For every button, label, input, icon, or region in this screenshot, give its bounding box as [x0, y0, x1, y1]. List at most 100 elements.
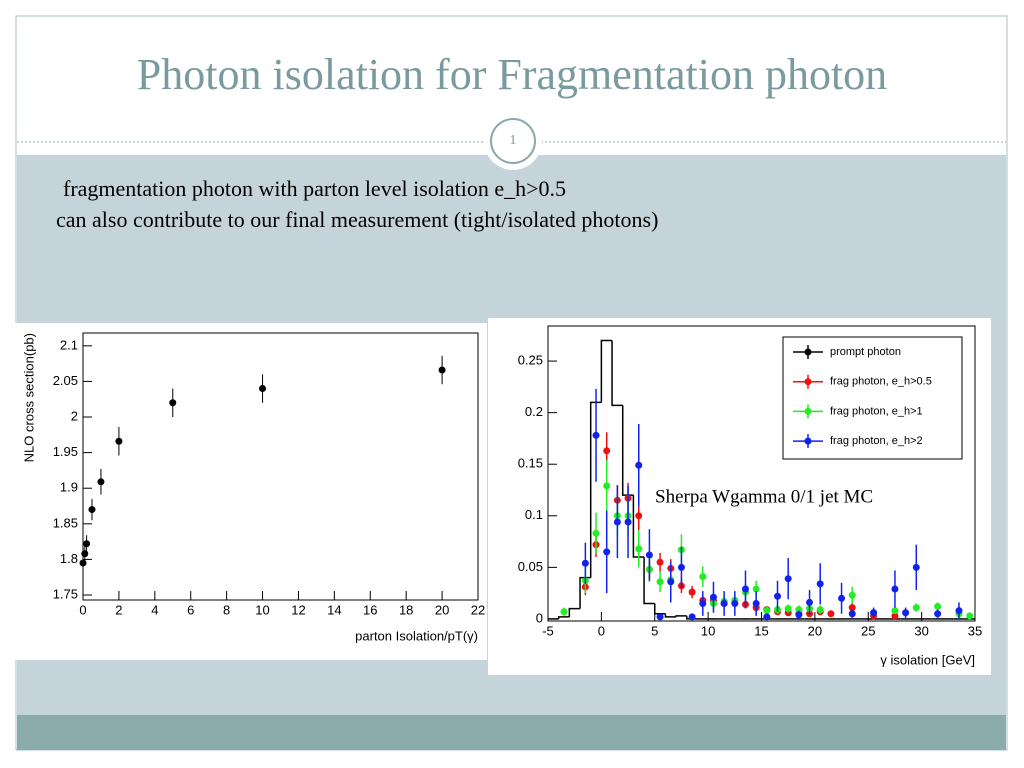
data-point	[667, 578, 675, 586]
data-point	[955, 607, 963, 615]
legend-label: frag photon, e_h>2	[830, 435, 923, 447]
data-point	[784, 575, 792, 583]
data-point	[763, 613, 771, 621]
x-tick-label: 14	[327, 602, 341, 617]
histogram-bin	[579, 576, 591, 609]
legend-swatch	[804, 437, 812, 445]
x-tick-label: 2	[115, 602, 122, 617]
x-tick-label: 20	[808, 623, 822, 638]
data-point	[677, 563, 685, 571]
data-point	[83, 540, 91, 548]
x-tick-label: -5	[542, 623, 554, 638]
data-point	[656, 578, 664, 586]
data-point	[645, 551, 653, 559]
histogram-bin	[675, 615, 687, 617]
data-point	[816, 580, 824, 588]
legend-label: frag photon, e_h>1	[830, 405, 923, 417]
x-tick-label: 4	[151, 602, 158, 617]
data-point	[752, 585, 760, 593]
y-tick-label: 0.2	[525, 404, 543, 419]
y-tick-label: 1.85	[53, 515, 78, 530]
data-point	[891, 585, 899, 593]
x-tick-label: 16	[363, 602, 377, 617]
data-point	[934, 610, 942, 618]
legend-swatch	[804, 378, 812, 386]
histogram-bin	[568, 607, 581, 617]
data-point	[656, 558, 664, 566]
slide-number: 1	[510, 133, 517, 148]
legend-swatch	[804, 407, 812, 415]
data-point	[891, 607, 899, 615]
data-point	[635, 545, 643, 553]
y-tick-label: 2.05	[53, 373, 78, 388]
number-badge	[490, 118, 536, 164]
data-point	[115, 437, 123, 445]
data-point	[79, 559, 87, 567]
data-point	[259, 385, 267, 393]
y-tick-label: 1.75	[53, 586, 78, 601]
body-text: can also contribute to our final measure…	[56, 207, 658, 232]
x-axis-title: parton Isolation/pT(γ)	[355, 628, 478, 643]
x-tick-label: 12	[291, 602, 305, 617]
data-point	[806, 598, 814, 606]
annotation: Sherpa Wgamma 0/1 jet MC	[655, 486, 873, 507]
data-point	[912, 604, 920, 612]
data-point	[784, 605, 792, 613]
data-point	[870, 609, 878, 617]
x-tick-label: 18	[399, 602, 413, 617]
x-tick-label: 8	[223, 602, 230, 617]
data-point	[699, 599, 707, 607]
data-point	[827, 610, 835, 618]
histogram-bin	[654, 603, 666, 615]
x-tick-label: 22	[471, 602, 485, 617]
x-tick-label: 10	[701, 623, 715, 638]
data-point	[635, 512, 643, 520]
data-point	[720, 599, 728, 607]
x-tick-label: 15	[754, 623, 768, 638]
data-point	[613, 518, 621, 526]
y-tick-label: 0	[536, 610, 543, 625]
y-tick-label: 0.15	[518, 456, 543, 471]
data-point	[688, 588, 696, 596]
histogram-bin	[664, 613, 677, 618]
data-point	[795, 611, 803, 619]
data-point	[848, 591, 856, 599]
x-axis-title: γ isolation [GeV]	[880, 652, 975, 667]
data-point	[912, 563, 920, 571]
data-point	[699, 573, 707, 581]
data-point	[902, 609, 910, 617]
x-tick-label: 10	[255, 602, 269, 617]
data-point	[635, 461, 643, 469]
data-point	[891, 612, 899, 620]
data-point	[731, 599, 739, 607]
data-point	[741, 585, 749, 593]
data-point	[603, 482, 611, 490]
data-point	[81, 550, 89, 558]
data-point	[592, 529, 600, 537]
data-point	[169, 399, 177, 407]
chart-panel	[15, 323, 487, 660]
data-point	[838, 594, 846, 602]
data-point	[603, 548, 611, 556]
histogram-bin	[611, 340, 623, 407]
x-tick-label: 25	[861, 623, 875, 638]
body-text: fragmentation photon with parton level i…	[63, 176, 566, 201]
data-point	[763, 607, 771, 615]
data-point	[848, 610, 856, 618]
y-tick-label: 0.1	[525, 507, 543, 522]
histogram-bin	[600, 339, 613, 403]
x-tick-label: 30	[914, 623, 928, 638]
x-tick-label: 0	[79, 602, 86, 617]
data-point	[438, 366, 446, 374]
x-tick-label: 35	[968, 623, 982, 638]
data-point	[795, 606, 803, 614]
data-point	[97, 478, 105, 486]
data-point	[560, 608, 568, 616]
legend-label: prompt photon	[830, 346, 901, 358]
data-point	[966, 612, 974, 620]
x-tick-label: 5	[651, 623, 658, 638]
data-point	[88, 506, 96, 514]
legend-label: frag photon, e_h>0.5	[830, 376, 932, 388]
footer-band	[17, 715, 1006, 750]
